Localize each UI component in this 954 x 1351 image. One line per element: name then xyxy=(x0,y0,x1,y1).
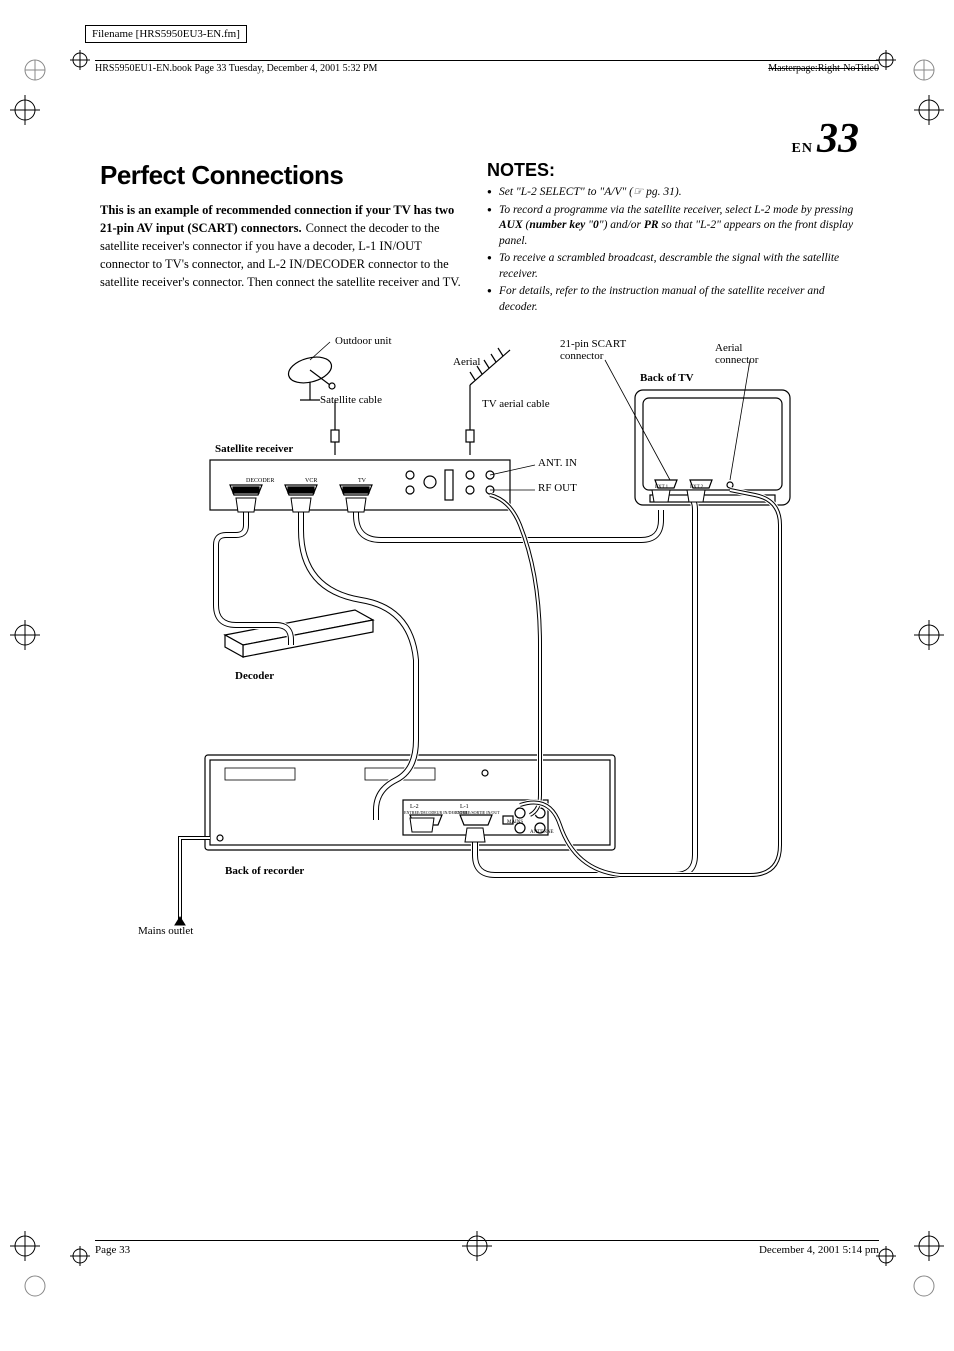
page-number-block: EN 33 xyxy=(792,115,859,163)
reg-mark-ml xyxy=(10,620,40,650)
footer-rule: Page 33 December 4, 2001 5:14 pm xyxy=(95,1240,879,1256)
body-columns: Perfect Connections This is an example o… xyxy=(100,160,854,317)
page-lang-prefix: EN xyxy=(792,141,813,156)
note-item: Set "L-2 SELECT" to "A/V" (☞ pg. 31). xyxy=(487,185,854,201)
footer-timestamp: December 4, 2001 5:14 pm xyxy=(759,1244,879,1256)
reg-mark-tl xyxy=(10,95,40,125)
note-item: For details, refer to the instruction ma… xyxy=(487,284,854,315)
reg-mark-br xyxy=(914,1231,944,1261)
reg-mark-bl xyxy=(10,1231,40,1261)
note-item: To receive a scrambled broadcast, descra… xyxy=(487,251,854,282)
reg-target-icon-bl xyxy=(70,1246,90,1266)
right-column: NOTES: Set "L-2 SELECT" to "A/V" (☞ pg. … xyxy=(487,160,854,317)
crop-mark-tr xyxy=(909,55,939,85)
notes-list: Set "L-2 SELECT" to "A/V" (☞ pg. 31). To… xyxy=(487,185,854,315)
left-column: Perfect Connections This is an example o… xyxy=(100,160,467,317)
footer-page: Page 33 xyxy=(95,1244,130,1256)
section-title: Perfect Connections xyxy=(100,160,467,191)
crop-mark-tl xyxy=(20,55,50,85)
crop-mark-bl xyxy=(20,1271,50,1301)
reg-mark-tr xyxy=(914,95,944,125)
connection-diagram: DECODER VCR TV xyxy=(130,330,830,950)
header-rule: HRS5950EU1-EN.book Page 33 Tuesday, Dece… xyxy=(95,60,879,74)
reg-target-icon xyxy=(70,50,90,70)
filename-box: Filename [HRS5950EU3-EN.fm] xyxy=(85,25,247,43)
notes-heading: NOTES: xyxy=(487,160,854,181)
masterpage-label: Masterpage:Right-NoTitle0 xyxy=(768,63,879,74)
reg-mark-mr xyxy=(914,620,944,650)
page-number: 33 xyxy=(817,116,859,162)
crop-mark-br xyxy=(909,1271,939,1301)
book-line: HRS5950EU1-EN.book Page 33 Tuesday, Dece… xyxy=(95,63,377,74)
note-item: To record a programme via the satellite … xyxy=(487,203,854,250)
reg-target-icon-br2 xyxy=(876,1246,896,1266)
reg-target-icon-r xyxy=(876,50,896,70)
